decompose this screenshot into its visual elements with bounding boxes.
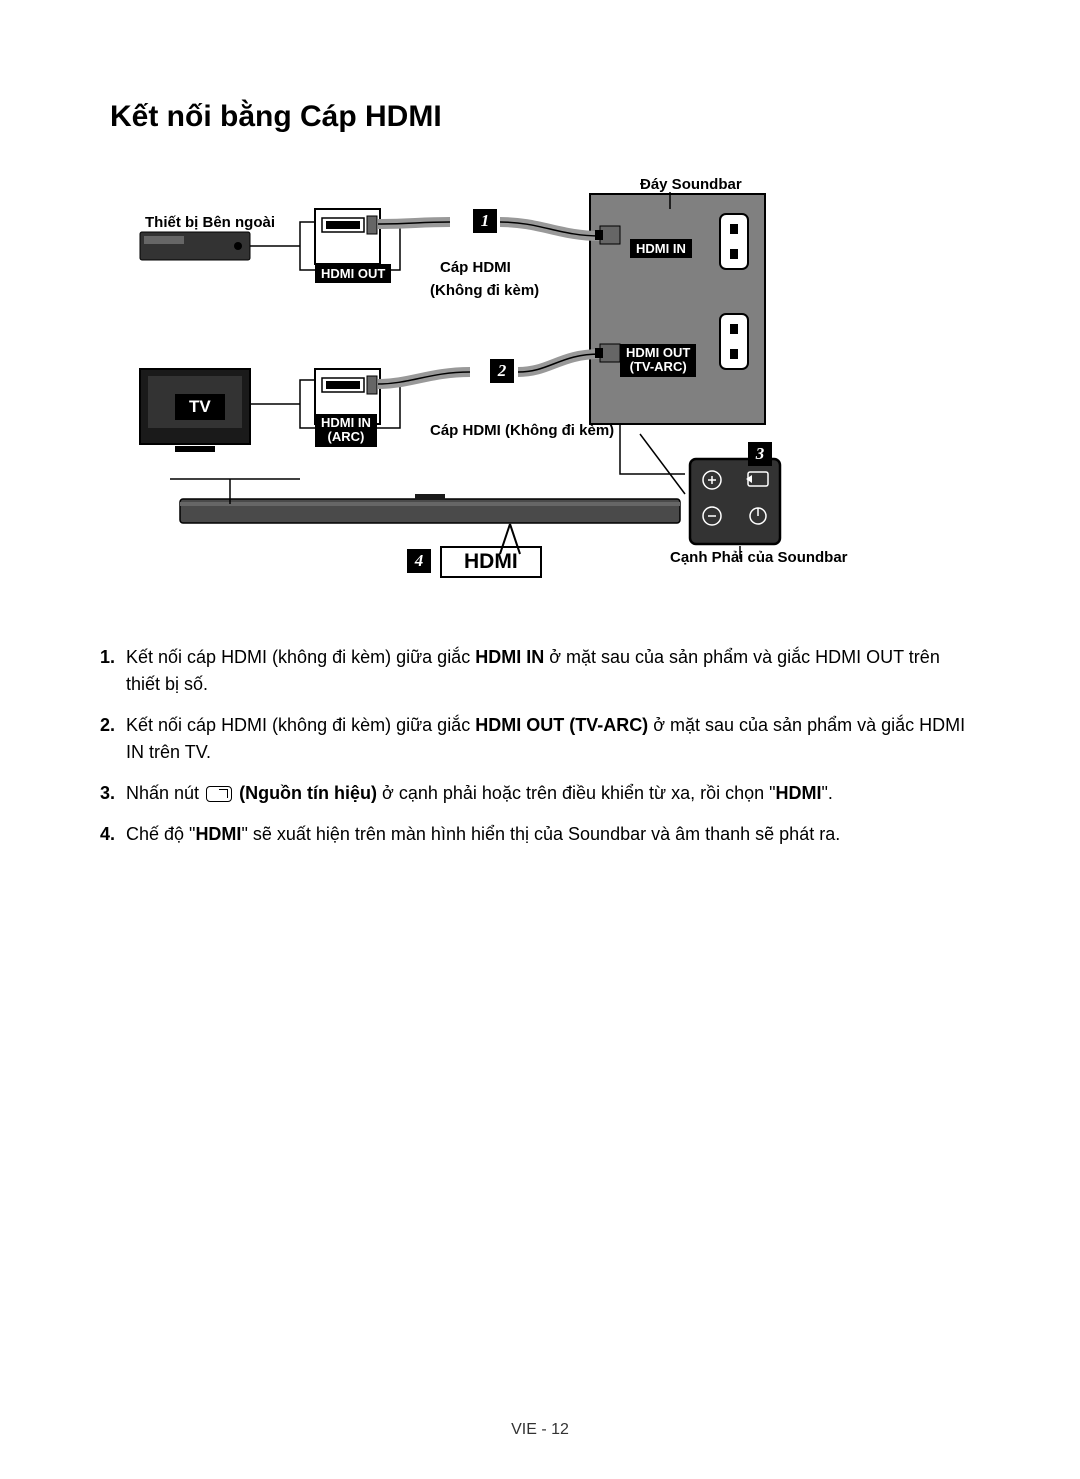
step-3-bold2: HDMI [776, 783, 822, 803]
step-4-bold: HDMI [195, 824, 241, 844]
label-hdmi-in-arc: HDMI IN (ARC) [315, 414, 377, 447]
label-hdmi-in: HDMI IN [630, 239, 692, 258]
step-4: Chế độ "HDMI" sẽ xuất hiện trên màn hình… [120, 821, 970, 848]
source-icon [206, 786, 232, 802]
step-2-bold: HDMI OUT (TV-ARC) [475, 715, 648, 735]
label-hdmi-in-arc-l1: HDMI IN [321, 415, 371, 430]
connection-diagram: Đáy Soundbar Thiết bị Bên ngoài HDMI OUT… [110, 174, 970, 594]
label-hdmi-out-tvarc-l2: (TV-ARC) [630, 359, 687, 374]
label-cable-hdmi-2: Cáp HDMI (Không đi kèm) [430, 422, 614, 439]
step-3: Nhấn nút (Nguồn tín hiệu) ở cạnh phải ho… [120, 780, 970, 807]
label-tv: TV [175, 394, 225, 420]
step-3-mid: ở cạnh phải hoặc trên điều khiển từ xa, … [377, 783, 775, 803]
step-1-bold: HDMI IN [475, 647, 544, 667]
label-cable-hdmi-1: Cáp HDMI [440, 259, 511, 276]
label-soundbar-bottom: Đáy Soundbar [640, 176, 742, 193]
label-hdmi-out: HDMI OUT [315, 264, 391, 283]
label-external-device: Thiết bị Bên ngoài [145, 214, 275, 231]
marker-1: 1 [473, 209, 497, 233]
step-3-bold1: (Nguồn tín hiệu) [239, 783, 377, 803]
label-hdmi-out-tvarc: HDMI OUT (TV-ARC) [620, 344, 696, 377]
marker-3: 3 [748, 442, 772, 466]
step-1-pre: Kết nối cáp HDMI (không đi kèm) giữa giắ… [126, 647, 475, 667]
step-1: Kết nối cáp HDMI (không đi kèm) giữa giắ… [120, 644, 970, 698]
step-4-pre: Chế độ " [126, 824, 195, 844]
step-2: Kết nối cáp HDMI (không đi kèm) giữa giắ… [120, 712, 970, 766]
step-3-pre: Nhấn nút [126, 783, 204, 803]
step-3-post: ". [822, 783, 833, 803]
instruction-steps: Kết nối cáp HDMI (không đi kèm) giữa giắ… [120, 644, 970, 848]
marker-4: 4 [407, 549, 431, 573]
step-4-post: " sẽ xuất hiện trên màn hình hiển thị củ… [241, 824, 840, 844]
label-hdmi-in-arc-l2: (ARC) [328, 429, 365, 444]
label-soundbar-right: Cạnh Phải của Soundbar [670, 549, 848, 566]
step-2-pre: Kết nối cáp HDMI (không đi kèm) giữa giắ… [126, 715, 475, 735]
page-footer: VIE - 12 [0, 1421, 1080, 1439]
marker-2: 2 [490, 359, 514, 383]
label-not-included-1: (Không đi kèm) [430, 282, 539, 299]
page-title: Kết nối bằng Cáp HDMI [110, 100, 970, 134]
label-hdmi-out-tvarc-l1: HDMI OUT [626, 345, 690, 360]
diagram-svg [110, 174, 970, 594]
label-hdmi-display: HDMI [440, 546, 542, 578]
